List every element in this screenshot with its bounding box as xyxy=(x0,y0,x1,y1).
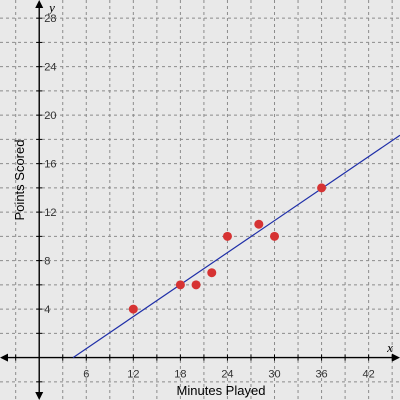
x-tick-label: 18 xyxy=(174,369,186,381)
data-point xyxy=(317,183,327,193)
x-tick-label: 24 xyxy=(221,369,233,381)
trend-line xyxy=(72,134,400,359)
x-tick-label: 36 xyxy=(315,369,327,381)
x-tick-label: 42 xyxy=(363,369,375,381)
data-point xyxy=(222,231,232,241)
x-axis-arrow-left xyxy=(0,353,8,362)
x-axis-label: Minutes Played xyxy=(177,383,266,398)
y-tick-label: 8 xyxy=(44,256,50,268)
x-tick-label: 12 xyxy=(127,369,139,381)
data-point xyxy=(128,304,138,314)
data-point xyxy=(191,280,201,290)
y-tick-label: 20 xyxy=(44,110,56,122)
y-tick-label: 28 xyxy=(44,13,56,25)
data-point xyxy=(175,280,185,290)
y-axis-label: Points Scored xyxy=(12,140,27,221)
y-axis-arrow-down xyxy=(35,392,44,400)
y-tick-label: 24 xyxy=(44,62,56,74)
y-tick-label: 12 xyxy=(44,207,56,219)
data-point xyxy=(207,268,217,278)
x-axis-arrow-right xyxy=(392,353,400,362)
data-point xyxy=(254,219,264,229)
y-tick-label: 4 xyxy=(44,304,50,316)
data-point xyxy=(270,231,280,241)
trend-line-group xyxy=(72,134,400,359)
x-tick-label: 30 xyxy=(268,369,280,381)
x-tick-label: 6 xyxy=(83,369,89,381)
y-axis-arrow-up xyxy=(35,0,44,8)
y-axis-variable: y xyxy=(47,0,55,15)
x-axis-variable: x xyxy=(386,340,393,355)
y-tick-label: 16 xyxy=(44,159,56,171)
data-points xyxy=(128,183,327,314)
